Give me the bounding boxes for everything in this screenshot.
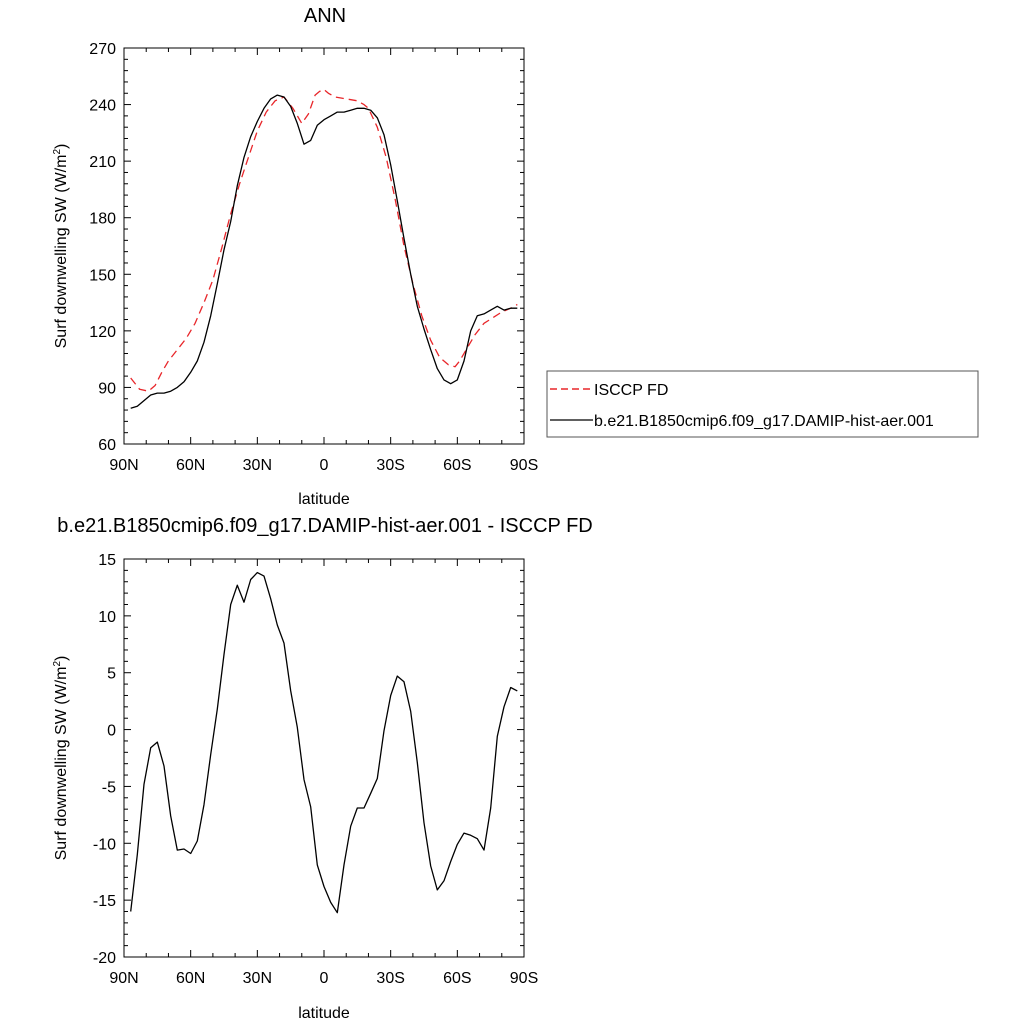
x-tick-label: 90S — [510, 457, 538, 474]
x-tick-label: 30N — [243, 457, 272, 474]
x-tick-label: 90S — [510, 970, 538, 987]
y-axis-label: Surf downwelling SW (W/m2) — [52, 656, 70, 861]
y-tick-label: 240 — [89, 98, 116, 115]
series-line — [130, 571, 518, 914]
y-tick-label: 150 — [89, 267, 116, 284]
x-tick-label: 30S — [376, 457, 404, 474]
x-tick-label: 60S — [443, 457, 471, 474]
plot-frame — [123, 47, 525, 445]
y-tick-label: 210 — [89, 154, 116, 171]
series-line — [130, 94, 518, 409]
y-tick-label: 90 — [98, 380, 116, 397]
y-tick-labels: 60 90 120 150 180 210 240 270 — [89, 41, 116, 454]
y-axis-label-close: ) — [53, 144, 70, 149]
y-tick-label: 120 — [89, 324, 116, 341]
plot-frame — [123, 558, 525, 958]
y-axis-label-main: Surf downwelling SW (W/m — [53, 155, 70, 349]
x-tick-label: 60N — [176, 970, 205, 987]
axis-ticks — [123, 558, 525, 958]
y-axis-label-close: ) — [53, 656, 70, 661]
y-tick-label: 60 — [98, 437, 116, 454]
top-line-chart: ANN 60 90 120 150 180 210 240 270 90N 60N 30N 0 30S… — [52, 5, 979, 508]
data-series — [130, 88, 518, 409]
chart-title: ANN — [304, 5, 346, 27]
series-line — [130, 88, 518, 392]
x-tick-label: 90N — [109, 457, 138, 474]
x-tick-label: 0 — [320, 457, 329, 474]
y-axis-label-main: Surf downwelling SW (W/m — [53, 667, 70, 861]
y-axis-label: Surf downwelling SW (W/m2) — [52, 144, 70, 349]
y-tick-label: -20 — [93, 950, 116, 967]
x-tick-label: 60S — [443, 970, 471, 987]
legend: ISCCP FD b.e21.B1850cmip6.f09_g17.DAMIP-… — [546, 370, 979, 438]
x-tick-label: 60N — [176, 457, 205, 474]
x-tick-labels: 90N 60N 30N 0 30S 60S 90S — [109, 970, 538, 987]
chart-title: b.e21.B1850cmip6.f09_g17.DAMIP-hist-aer.… — [57, 515, 592, 537]
x-tick-label: 30S — [376, 970, 404, 987]
axis-ticks — [123, 47, 525, 445]
x-axis-label: latitude — [298, 1005, 350, 1022]
legend-label-model: b.e21.B1850cmip6.f09_g17.DAMIP-hist-aer.… — [594, 413, 934, 430]
y-axis-label-superscript: 2 — [52, 661, 63, 667]
y-tick-labels: -20 -15 -10 -5 0 5 10 15 — [93, 552, 116, 967]
y-tick-label: 270 — [89, 41, 116, 58]
bottom-difference-chart: b.e21.B1850cmip6.f09_g17.DAMIP-hist-aer.… — [52, 515, 593, 1022]
y-tick-label: 15 — [98, 552, 116, 569]
x-tick-label: 30N — [243, 970, 272, 987]
x-tick-label: 0 — [320, 970, 329, 987]
legend-box — [546, 370, 979, 438]
y-tick-label: -15 — [93, 893, 116, 910]
data-series — [130, 571, 518, 914]
y-tick-label: -5 — [102, 779, 116, 796]
y-tick-label: 10 — [98, 609, 116, 626]
x-axis-label: latitude — [298, 491, 350, 508]
y-axis-label-superscript: 2 — [52, 149, 63, 155]
y-tick-label: 0 — [107, 723, 116, 740]
y-tick-label: 180 — [89, 211, 116, 228]
legend-label-isccp: ISCCP FD — [594, 382, 668, 399]
x-tick-label: 90N — [109, 970, 138, 987]
x-tick-labels: 90N 60N 30N 0 30S 60S 90S — [109, 457, 538, 474]
y-tick-label: -10 — [93, 836, 116, 853]
y-tick-label: 5 — [107, 666, 116, 683]
